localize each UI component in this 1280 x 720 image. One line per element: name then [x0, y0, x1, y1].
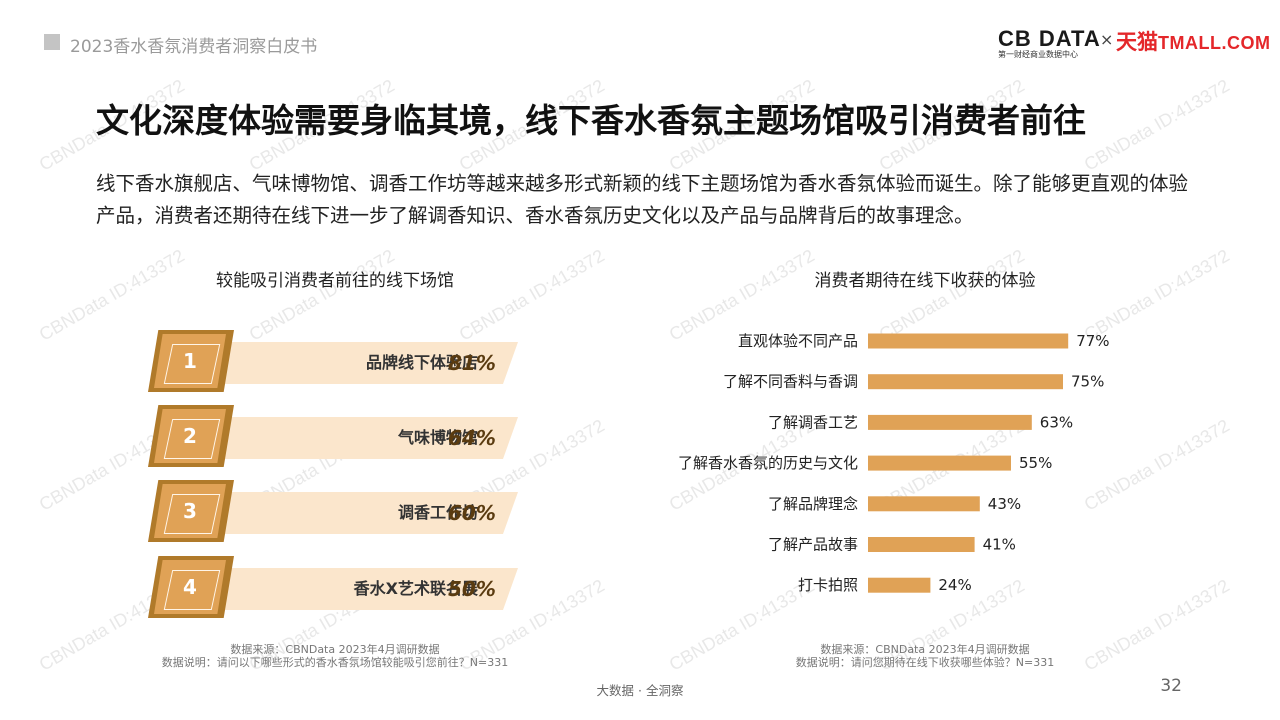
bar-category-label: 了解不同香料与香调 [723, 373, 858, 391]
left-chart-subtitle: 较能吸引消费者前往的线下场馆 [216, 271, 454, 291]
rank-badge [154, 334, 226, 388]
rank-label: 品牌线下体验店 [298, 342, 478, 384]
bar [868, 414, 1032, 430]
rank-badge [154, 484, 226, 538]
cbndata-logo-subtitle: 第一财经商业数据中心 [998, 50, 1078, 59]
bar [868, 577, 931, 593]
bar-category-label: 了解产品故事 [768, 536, 858, 554]
rank-label-text: 调香工作坊 [397, 503, 478, 522]
rank-percentage: 50% [448, 577, 496, 601]
rank-ribbon [218, 342, 518, 384]
page-description: 线下香水旗舰店、气味博物馆、调香工作坊等越来越多形式新颖的线下主题场馆为香水香氛… [96, 172, 1189, 227]
rank-percentage: 60% [448, 501, 496, 525]
rank-label: 气味博物馆 [298, 417, 478, 459]
bar-value-label: 63% [1040, 413, 1073, 431]
rank-label: 调香工作坊 [298, 492, 478, 534]
bar [868, 455, 1011, 471]
bar-value-label: 77% [1076, 332, 1109, 350]
right-chart-subtitle: 消费者期待在线下收获的体验 [814, 271, 1036, 291]
right-source-note: 数据来源：CBNData 2023年4月调研数据 [820, 643, 1030, 656]
right-question-note: 数据说明：请问您期待在线下收获哪些体验？N=331 [795, 656, 1055, 669]
bar-category-label: 了解调香工艺 [768, 413, 858, 431]
rank-badge [154, 409, 226, 463]
rank-badge [154, 560, 226, 614]
rank-item: 2 气味博物馆 64% [148, 405, 528, 467]
left-source-note: 数据来源：CBNData 2023年4月调研数据 [230, 643, 440, 656]
experience-bar-chart: 直观体验不同产品 77% 了解不同香料与香调 75% 了解调香工艺 63% 了解香水香氛的历… [678, 332, 1110, 594]
bar [868, 333, 1069, 349]
cbndata-logo: CB DATA [998, 26, 1101, 51]
rank-item: 1 品牌线下体验店 81% [148, 330, 528, 392]
bar-category-label: 打卡拍照 [798, 576, 858, 594]
rank-number: 4 [183, 575, 197, 599]
bar-category-label: 了解品牌理念 [768, 495, 858, 513]
brand-logo: CB DATA 第一财经商业数据中心 × 天猫TMALL.COM [998, 26, 1270, 60]
rank-ribbon [218, 568, 518, 610]
bar-value-label: 75% [1071, 373, 1104, 391]
bar-value-label: 43% [988, 495, 1021, 513]
tmall-logo-en: TMALL.COM [1158, 33, 1271, 53]
rank-item: 4 香水X艺术联名展 50% [148, 556, 528, 618]
bar-value-label: 24% [938, 576, 971, 594]
page-title: 文化深度体验需要身临其境，线下香水香氛主题场馆吸引消费者前往 [96, 101, 1086, 140]
bar-value-label: 55% [1019, 454, 1052, 472]
rank-label-text: 品牌线下体验店 [365, 353, 478, 372]
rank-number: 3 [183, 499, 197, 523]
logo-separator: × [1100, 30, 1114, 49]
bar-value-label: 41% [983, 536, 1016, 554]
report-title: 2023香水香氛消费者洞察白皮书 [70, 37, 318, 57]
rank-number: 2 [183, 424, 197, 448]
watermark: CBNData ID:413372 [1080, 75, 1233, 175]
rank-ribbon [218, 492, 518, 534]
left-notes: 数据来源：CBNData 2023年4月调研数据 数据说明：请问以下哪些形式的香… [120, 643, 550, 669]
bar [868, 496, 980, 512]
rank-number: 1 [183, 349, 197, 373]
tmall-logo-cn: 天猫 [1116, 30, 1158, 54]
footer-tagline: 大数据 · 全洞察 [596, 683, 684, 698]
rank-ribbon [218, 417, 518, 459]
rank-percentage: 64% [448, 426, 496, 450]
rank-label: 香水X艺术联名展 [298, 568, 478, 610]
header-marker [44, 34, 60, 50]
rank-label-text: 气味博物馆 [397, 428, 478, 447]
left-question-note: 数据说明：请问以下哪些形式的香水香氛场馆较能吸引您前往？N=331 [161, 656, 509, 669]
bar-category-label: 了解香水香氛的历史与文化 [678, 454, 858, 472]
tmall-logo: 天猫TMALL.COM [1116, 26, 1270, 56]
rank-label-text: 香水X艺术联名展 [353, 579, 478, 598]
bar-category-label: 直观体验不同产品 [738, 332, 858, 350]
bar [868, 537, 975, 552]
rank-percentage: 81% [448, 351, 496, 375]
bar [868, 374, 1063, 390]
page-number: 32 [1160, 676, 1182, 696]
right-notes: 数据来源：CBNData 2023年4月调研数据 数据说明：请问您期待在线下收获… [710, 643, 1140, 669]
rank-item: 3 调香工作坊 60% [148, 480, 528, 542]
